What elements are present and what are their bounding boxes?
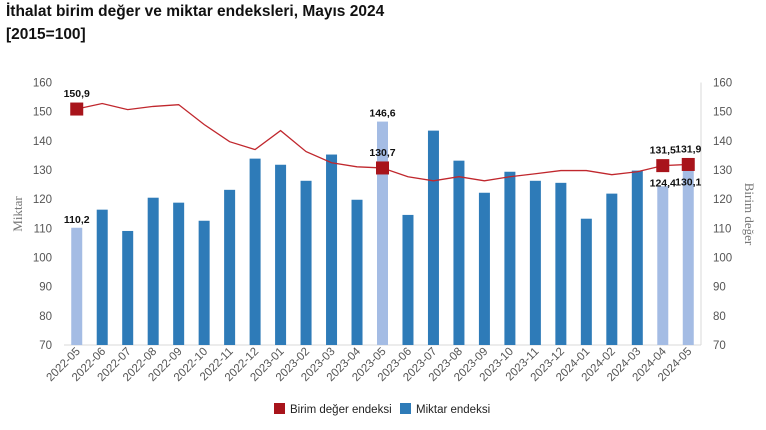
marker-2022-05 xyxy=(70,102,84,116)
bar-2023-12 xyxy=(555,182,567,345)
bar-2024-02 xyxy=(606,193,618,345)
bar-2023-02 xyxy=(300,180,312,345)
right-tick-label: 120 xyxy=(713,194,732,206)
bar-2023-04 xyxy=(351,199,363,345)
bar-2022-08 xyxy=(147,197,159,345)
left-tick-label: 110 xyxy=(34,223,52,235)
left-tick-label: 160 xyxy=(33,78,52,90)
line-data-label: 131,5 xyxy=(650,145,676,157)
right-tick-label: 110 xyxy=(713,223,731,235)
marker-2024-04 xyxy=(656,159,670,173)
legend-birim-deger-label: Birim değer endeksi xyxy=(290,404,392,416)
legend-birim-deger-swatch xyxy=(274,403,285,414)
bar-data-label: 130,1 xyxy=(675,176,701,188)
right-tick-label: 130 xyxy=(713,165,732,177)
bar-2024-04 xyxy=(657,186,669,345)
bar-2024-03 xyxy=(631,170,643,345)
bar-2023-10 xyxy=(504,171,516,345)
left-tick-label: 100 xyxy=(33,253,52,265)
right-tick-label: 80 xyxy=(713,311,726,323)
bar-2024-05 xyxy=(682,169,694,345)
bar-2022-05 xyxy=(71,227,83,345)
bar-2023-08 xyxy=(453,160,465,345)
bar-data-label: 124,4 xyxy=(650,178,676,190)
right-tick-label: 90 xyxy=(713,282,726,294)
bar-2023-03 xyxy=(326,154,338,345)
bar-2022-09 xyxy=(173,202,185,345)
right-tick-label: 100 xyxy=(713,253,732,265)
marker-2024-05 xyxy=(681,157,695,171)
left-tick-label: 140 xyxy=(33,136,52,148)
left-axis-title: Miktar xyxy=(10,196,25,232)
bar-data-label: 110,2 xyxy=(64,214,90,226)
bar-data-label: 146,6 xyxy=(369,108,395,120)
bar-2022-11 xyxy=(224,189,236,345)
bar-2023-11 xyxy=(529,180,541,345)
right-axis-title: Birim değer xyxy=(742,183,757,246)
bar-2022-10 xyxy=(198,220,210,345)
marker-2023-05 xyxy=(376,161,389,175)
bar-2023-09 xyxy=(478,192,490,345)
bar-2024-01 xyxy=(580,218,592,345)
right-tick-label: 150 xyxy=(713,107,732,119)
bar-2022-06 xyxy=(96,209,108,345)
left-tick-label: 120 xyxy=(33,194,52,206)
bar-2022-07 xyxy=(122,230,134,345)
left-tick-label: 80 xyxy=(39,311,52,323)
left-tick-label: 90 xyxy=(39,282,52,294)
left-tick-label: 150 xyxy=(33,107,52,119)
right-tick-label: 160 xyxy=(713,78,732,90)
line-data-label: 131,9 xyxy=(675,143,701,155)
line-data-label: 150,9 xyxy=(64,88,90,100)
chart-title: İthalat birim değer ve miktar endeksleri… xyxy=(6,3,385,20)
bar-2023-06 xyxy=(402,214,414,345)
bar-2023-01 xyxy=(275,164,287,345)
bar-2022-12 xyxy=(249,158,261,345)
left-tick-label: 130 xyxy=(33,165,52,177)
bar-2023-07 xyxy=(427,130,439,345)
left-tick-label: 70 xyxy=(39,340,52,352)
right-tick-label: 70 xyxy=(713,340,726,352)
right-tick-label: 140 xyxy=(713,136,732,148)
bar-2023-05 xyxy=(377,121,388,345)
line-data-label: 130,7 xyxy=(369,147,395,159)
legend-miktar-label: Miktar endeksi xyxy=(416,404,490,416)
chart-subtitle: [2015=100] xyxy=(6,26,86,43)
legend-miktar-swatch xyxy=(400,403,411,414)
